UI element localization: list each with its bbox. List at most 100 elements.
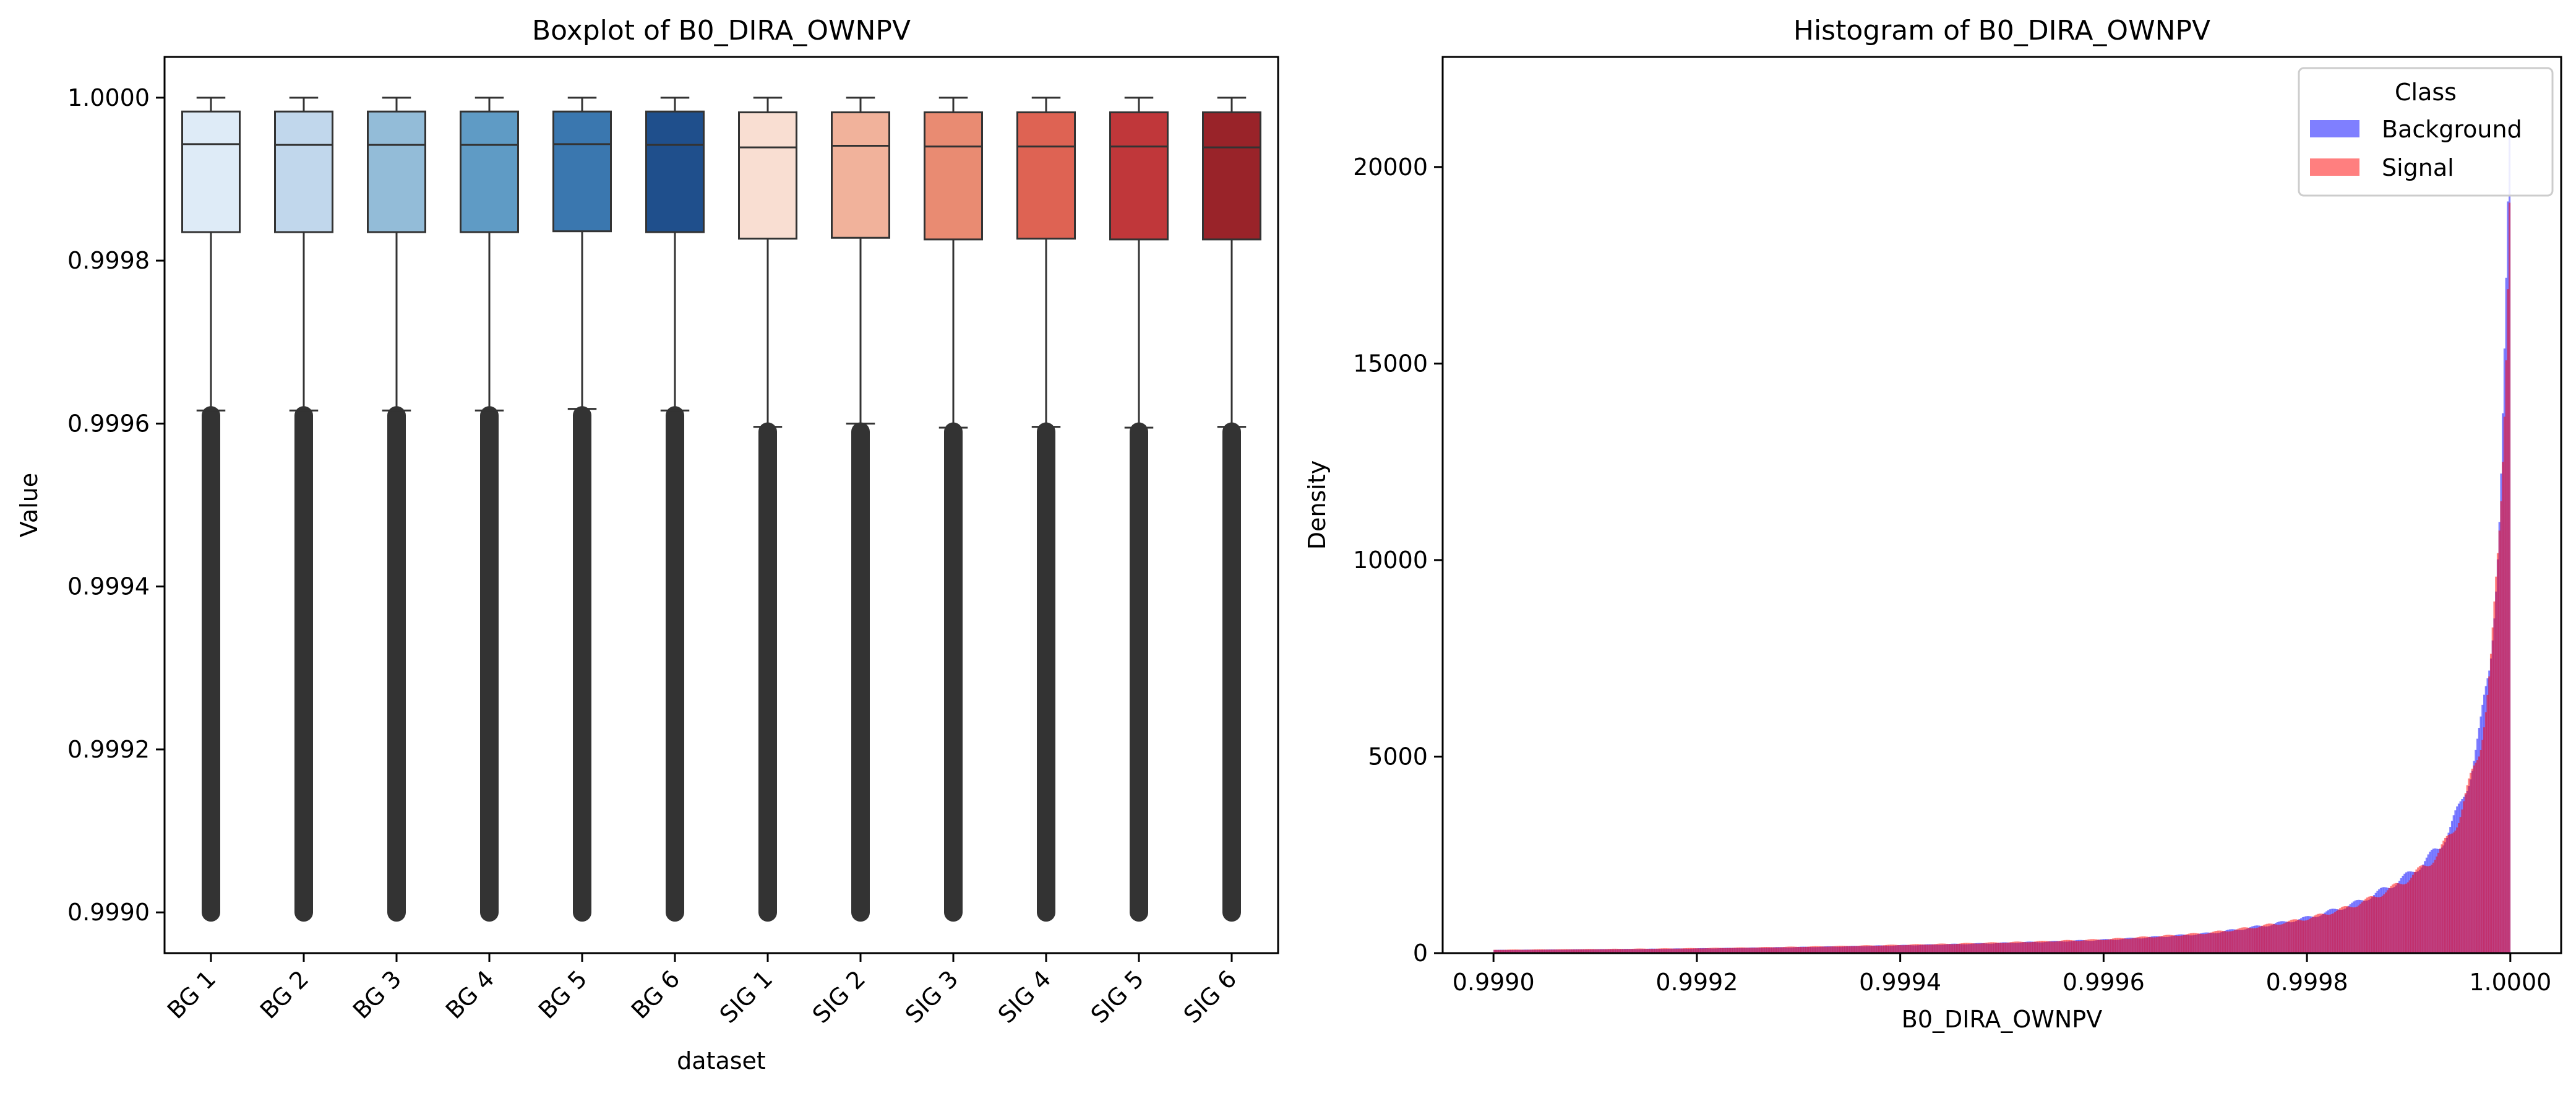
histogram-bar xyxy=(1500,949,1503,953)
histogram-bar xyxy=(2027,942,2030,953)
histogram-bar xyxy=(2024,942,2026,953)
histogram-bar xyxy=(2483,727,2486,953)
histogram-bar xyxy=(2257,927,2260,953)
histogram-bar xyxy=(1642,948,1645,953)
histogram-bar xyxy=(1698,948,1701,953)
histogram-chart: Histogram of B0_DIRA_OWNPV 0 5000 10000 150… xyxy=(1303,15,2562,1033)
histogram-bar xyxy=(2076,941,2079,953)
histogram-bar xyxy=(2442,840,2445,953)
histogram-bar xyxy=(2383,894,2385,953)
histogram-bar xyxy=(1952,944,1955,953)
histogram-bar xyxy=(1917,944,1920,953)
box-body xyxy=(552,110,612,233)
histogram-bar xyxy=(2293,919,2296,953)
histogram-bar xyxy=(1732,948,1735,953)
histogram-bar xyxy=(2242,927,2245,953)
histogram-bar xyxy=(1746,948,1748,953)
histogram-bar xyxy=(2500,501,2502,953)
histogram-bar xyxy=(1908,944,1911,953)
histogram-bar xyxy=(2132,938,2134,953)
histogram-bar xyxy=(1973,943,1975,953)
histogram-bar xyxy=(2115,938,2118,953)
histogram-bar xyxy=(1680,948,1682,953)
histogram-bar xyxy=(2179,935,2182,953)
histogram-bar xyxy=(1578,949,1581,953)
histogram-bar xyxy=(2322,914,2324,953)
box-body xyxy=(367,110,426,233)
histogram-bar xyxy=(1995,942,1998,953)
histogram-bar xyxy=(2269,923,2272,953)
histogram-bar xyxy=(2374,897,2377,953)
histogram-bar xyxy=(2505,360,2507,953)
histogram-bar xyxy=(2398,883,2401,953)
histogram-bar xyxy=(1756,947,1758,953)
histogram-bar xyxy=(1842,946,1845,953)
histogram-bar xyxy=(2039,941,2041,953)
histogram-bar xyxy=(2447,835,2450,953)
histogram-bar xyxy=(2151,937,2153,953)
histogram-bar xyxy=(1817,946,1819,953)
histogram-bar xyxy=(1522,949,1524,953)
histogram-bar xyxy=(1810,946,1813,953)
histogram-bar xyxy=(2468,778,2470,953)
histogram-bar xyxy=(1631,949,1633,953)
histogram-bar xyxy=(2220,930,2223,953)
histogram-bar xyxy=(2369,896,2372,953)
histogram-bar xyxy=(2025,942,2028,953)
histogram-bar xyxy=(1514,949,1516,953)
histogram-bar xyxy=(1795,946,1797,953)
histogram-bar xyxy=(1785,946,1787,953)
histogram-bar xyxy=(1508,949,1511,953)
histogram-bar xyxy=(1840,945,1843,953)
histogram-bar xyxy=(1851,946,1853,953)
histogram-bar xyxy=(2100,940,2102,953)
histogram-bar xyxy=(1983,943,1985,953)
histogram-plot-area xyxy=(1493,123,2511,954)
histogram-bar xyxy=(2239,928,2241,953)
histogram-bar xyxy=(2388,888,2390,953)
boxplot-plot-area xyxy=(181,97,1261,922)
histogram-bar xyxy=(2275,924,2277,953)
histogram-bar xyxy=(1503,949,1506,953)
histogram-bar xyxy=(1615,948,1618,953)
histogram-bar xyxy=(2310,917,2312,953)
histogram-bar xyxy=(2381,896,2384,953)
box-body xyxy=(460,110,519,233)
histogram-bar xyxy=(1702,948,1704,953)
histogram-bar xyxy=(2290,920,2292,953)
histogram-bar xyxy=(1574,949,1577,953)
histogram-bar xyxy=(2003,943,2006,953)
histogram-bar xyxy=(1600,949,1602,953)
histogram-bar xyxy=(2097,939,2099,953)
histogram-bar xyxy=(1891,944,1894,953)
histogram-bar xyxy=(2176,935,2179,953)
histogram-bar xyxy=(2278,925,2280,953)
legend-box xyxy=(2298,67,2554,197)
boxplot-title: Boxplot of B0_DIRA_OWNPV xyxy=(532,15,911,46)
histogram-bar xyxy=(2119,938,2121,953)
histogram-bar xyxy=(2449,834,2452,953)
histogram-bar xyxy=(1725,948,1728,953)
histogram-bar xyxy=(2437,852,2440,953)
legend-swatch-background xyxy=(2310,120,2359,137)
histogram-bar xyxy=(1988,942,1991,953)
histogram-bar xyxy=(1666,948,1668,953)
histogram-bar xyxy=(2300,920,2303,953)
histogram-bar xyxy=(2337,909,2340,953)
histogram-bar xyxy=(2349,907,2351,953)
histogram-series-signal xyxy=(1493,202,2511,954)
histogram-bar xyxy=(1659,948,1662,953)
histogram-bar xyxy=(2144,936,2147,953)
histogram-bar xyxy=(2276,925,2278,953)
histogram-bar xyxy=(1595,949,1597,953)
box-sig-2 xyxy=(831,97,890,922)
histogram-bar xyxy=(2301,920,2304,953)
histogram-bar xyxy=(2403,884,2406,953)
histogram-bar xyxy=(2432,862,2434,953)
histogram-bar xyxy=(2012,941,2014,953)
histogram-bar xyxy=(1895,944,1897,953)
histogram-bar xyxy=(1893,944,1896,953)
histogram-bar xyxy=(1720,948,1723,953)
histogram-bar xyxy=(2364,899,2367,953)
histogram-bar xyxy=(2347,906,2350,953)
